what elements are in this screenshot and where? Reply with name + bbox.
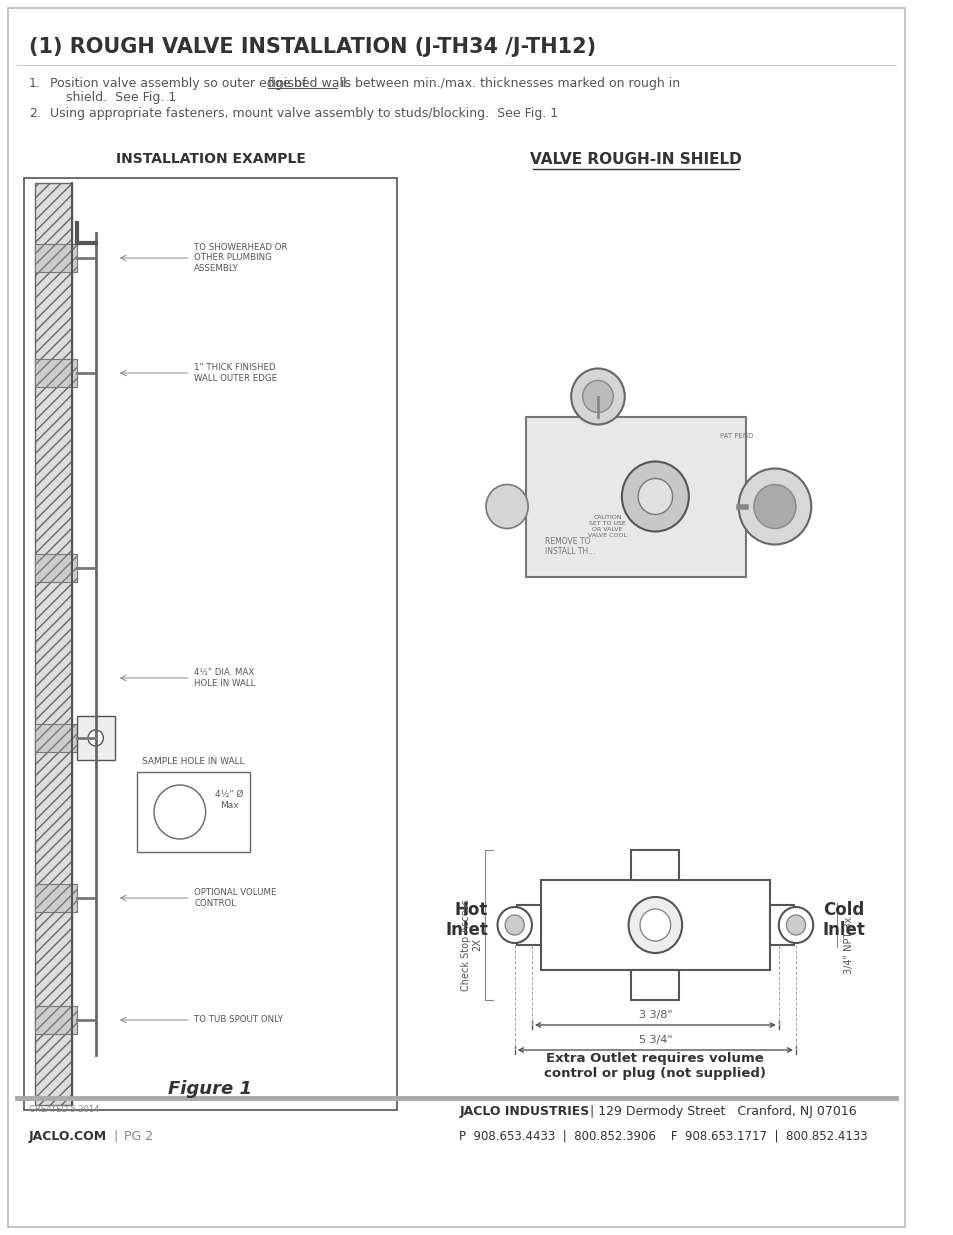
Circle shape — [485, 484, 528, 529]
Text: Hot
Inlet: Hot Inlet — [445, 900, 487, 940]
Text: | 129 Dermody Street   Cranford, NJ 07016: | 129 Dermody Street Cranford, NJ 07016 — [586, 1105, 856, 1118]
Bar — [24, 178, 396, 1110]
Bar — [769, 905, 793, 945]
Text: |: | — [112, 1130, 117, 1144]
Bar — [35, 555, 76, 582]
Bar — [35, 884, 76, 911]
Circle shape — [153, 785, 206, 839]
Circle shape — [638, 478, 672, 515]
Text: Position valve assembly so outer edge of: Position valve assembly so outer edge of — [50, 77, 310, 90]
Text: is between min./max. thicknesses marked on rough in: is between min./max. thicknesses marked … — [336, 77, 679, 90]
Text: CAUTION
SET TO USE
OR VALVE
VALVE COOL: CAUTION SET TO USE OR VALVE VALVE COOL — [587, 515, 626, 537]
Text: TO SHOWERHEAD OR
OTHER PLUMBING
ASSEMBLY: TO SHOWERHEAD OR OTHER PLUMBING ASSEMBLY — [194, 243, 288, 273]
Circle shape — [621, 462, 688, 531]
Text: 1" THICK FINISHED
WALL OUTER EDGE: 1" THICK FINISHED WALL OUTER EDGE — [194, 363, 277, 383]
Text: Cold
Inlet: Cold Inlet — [821, 900, 864, 940]
Circle shape — [88, 730, 103, 746]
Text: REMOVE TO
INSTALL TH...: REMOVE TO INSTALL TH... — [545, 537, 595, 556]
Circle shape — [497, 906, 532, 944]
Text: JACLO.COM: JACLO.COM — [29, 1130, 107, 1144]
Text: finished wall: finished wall — [268, 77, 346, 90]
Bar — [76, 716, 114, 760]
Text: 3/4" NPT 3x: 3/4" NPT 3x — [842, 916, 853, 973]
Bar — [35, 724, 76, 752]
Circle shape — [639, 909, 670, 941]
Text: (1) ROUGH VALVE INSTALLATION (J-TH34 /J-TH12): (1) ROUGH VALVE INSTALLATION (J-TH34 /J-… — [29, 37, 596, 57]
Bar — [526, 416, 745, 577]
Text: JACLO INDUSTRIES: JACLO INDUSTRIES — [458, 1105, 589, 1118]
Text: PAT PEND: PAT PEND — [720, 433, 753, 440]
Text: PG 2: PG 2 — [124, 1130, 153, 1144]
Bar — [35, 1007, 76, 1034]
Text: Check Stop Access
2X: Check Stop Access 2X — [460, 899, 482, 990]
Circle shape — [571, 368, 624, 425]
Text: OPTIONAL VOLUME
CONTROL: OPTIONAL VOLUME CONTROL — [194, 888, 276, 908]
Text: 1.: 1. — [29, 77, 41, 90]
Bar — [631, 850, 679, 881]
Text: 4½" DIA. MAX
HOLE IN WALL: 4½" DIA. MAX HOLE IN WALL — [194, 668, 255, 688]
Circle shape — [505, 915, 524, 935]
Text: 2.: 2. — [29, 107, 41, 120]
Text: 4½" Ø
Max: 4½" Ø Max — [215, 790, 243, 810]
Bar — [35, 245, 76, 272]
Circle shape — [753, 484, 795, 529]
Text: shield.  See Fig. 1: shield. See Fig. 1 — [50, 91, 175, 104]
Circle shape — [785, 915, 804, 935]
Text: Extra Outlet requires volume
control or plug (not supplied): Extra Outlet requires volume control or … — [544, 1052, 765, 1079]
Bar — [540, 881, 769, 969]
Text: TO TUB SPOUT ONLY: TO TUB SPOUT ONLY — [194, 1015, 283, 1025]
Circle shape — [628, 897, 681, 953]
Text: INSTALLATION EXAMPLE: INSTALLATION EXAMPLE — [115, 152, 305, 165]
Text: Using appropriate fasteners, mount valve assembly to studs/blocking.  See Fig. 1: Using appropriate fasteners, mount valve… — [50, 107, 558, 120]
Text: SAMPLE HOLE IN WALL: SAMPLE HOLE IN WALL — [142, 757, 244, 766]
Bar — [631, 969, 679, 1000]
Circle shape — [582, 380, 613, 412]
Text: P  908.653.4433  |  800.852.3906    F  908.653.1717  |  800.852.4133: P 908.653.4433 | 800.852.3906 F 908.653.… — [458, 1130, 867, 1144]
Text: 5 3/4": 5 3/4" — [638, 1035, 672, 1045]
Text: Figure 1: Figure 1 — [169, 1079, 253, 1098]
Bar — [35, 359, 76, 387]
Text: CREATED 5.2014: CREATED 5.2014 — [29, 1105, 99, 1114]
Circle shape — [778, 906, 812, 944]
Text: 3 3/8": 3 3/8" — [638, 1010, 672, 1020]
Bar — [35, 183, 71, 1105]
Bar — [517, 905, 540, 945]
Circle shape — [738, 468, 810, 545]
Text: VALVE ROUGH-IN SHIELD: VALVE ROUGH-IN SHIELD — [530, 152, 741, 167]
Bar — [136, 772, 250, 852]
